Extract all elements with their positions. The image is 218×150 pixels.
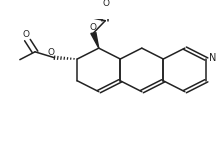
Text: O: O	[102, 0, 109, 8]
Polygon shape	[91, 33, 99, 48]
Text: O: O	[90, 23, 97, 32]
Text: N: N	[209, 53, 216, 63]
Text: O: O	[23, 30, 30, 39]
Text: O: O	[47, 48, 54, 57]
